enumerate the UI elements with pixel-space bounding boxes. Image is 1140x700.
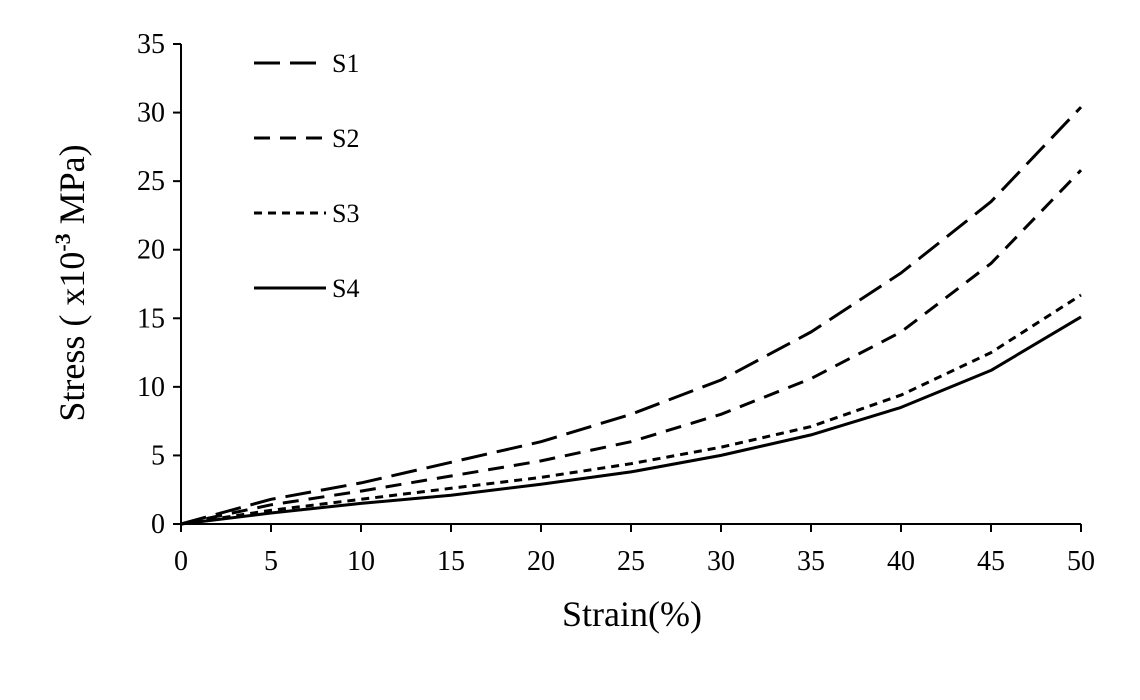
series-line-s4 <box>180 315 1082 526</box>
y-tick-label: 20 <box>137 235 165 266</box>
y-tick-label: 30 <box>137 98 165 129</box>
x-tick-label: 5 <box>264 546 278 577</box>
x-tick-label: 15 <box>437 546 465 577</box>
y-ticks: 0 5 10 15 20 25 30 35 <box>137 29 181 540</box>
x-tick-label: 35 <box>797 546 825 577</box>
y-axis-title-main: Stress ( x10 <box>52 252 92 422</box>
x-tick-label: 25 <box>617 546 645 577</box>
x-tick-label: 40 <box>887 546 915 577</box>
x-ticks: 0 5 10 15 20 25 30 35 40 45 50 <box>174 524 1095 577</box>
legend-label-s2: S2 <box>332 124 359 153</box>
legend: S1 S2 S3 S4 <box>254 49 359 303</box>
y-tick-label: 35 <box>137 29 165 60</box>
legend-label-s4: S4 <box>332 274 359 303</box>
plot-area: 0 5 10 15 20 25 30 35 0 5 10 15 20 25 30 35 40 45 50 <box>137 29 1095 577</box>
y-tick-label: 15 <box>137 303 165 334</box>
x-tick-label: 0 <box>174 546 188 577</box>
legend-label-s3: S3 <box>332 199 359 228</box>
x-tick-label: 20 <box>527 546 555 577</box>
series-line-s1 <box>180 106 1083 526</box>
y-tick-label: 25 <box>137 166 165 197</box>
y-axis-title: Stress ( x10-3 MPa) <box>50 144 92 421</box>
series-lines <box>180 106 1083 526</box>
x-axis-title: Strain(%) <box>562 594 702 634</box>
x-tick-label: 10 <box>347 546 375 577</box>
y-tick-label: 0 <box>151 509 165 540</box>
y-axis-title-unit: MPa) <box>52 144 92 233</box>
y-tick-label: 5 <box>151 440 165 471</box>
y-tick-label: 10 <box>137 372 165 403</box>
x-tick-label: 30 <box>707 546 735 577</box>
legend-label-s1: S1 <box>332 49 359 78</box>
series-line-s3 <box>180 293 1082 526</box>
y-axis-title-exponent: -3 <box>50 233 75 251</box>
x-tick-label: 50 <box>1067 546 1095 577</box>
series-line-s2 <box>180 169 1083 526</box>
x-tick-label: 45 <box>977 546 1005 577</box>
